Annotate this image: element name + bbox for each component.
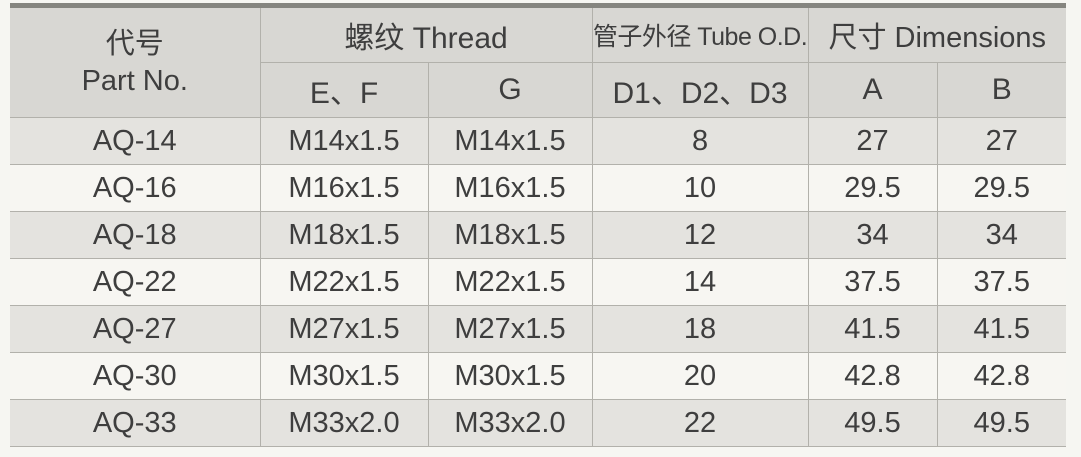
cell-thread-ef: M16x1.5 xyxy=(259,164,429,212)
cell-dim-a: 42.8 xyxy=(807,352,938,400)
cell-dim-b: 42.8 xyxy=(936,352,1067,400)
subheader-d123: D1、D2、D3 xyxy=(591,62,809,118)
cell-thread-g: M30x1.5 xyxy=(427,352,593,400)
cell-tube-od: 12 xyxy=(591,211,809,259)
header-dimensions: 尺寸 Dimensions xyxy=(807,5,1067,63)
cell-thread-ef: M22x1.5 xyxy=(259,258,429,306)
table-row: AQ-14 M14x1.5 M14x1.5 8 27 27 xyxy=(10,117,1067,165)
cell-thread-ef: M33x2.0 xyxy=(259,399,429,447)
table-row: AQ-16 M16x1.5 M16x1.5 10 29.5 29.5 xyxy=(10,164,1067,212)
cell-dim-b: 49.5 xyxy=(936,399,1067,447)
cell-thread-ef: M18x1.5 xyxy=(259,211,429,259)
cell-dim-b: 37.5 xyxy=(936,258,1067,306)
cell-thread-ef: M14x1.5 xyxy=(259,117,429,165)
spec-table-scan: 代号 Part No. 螺纹 Thread 管子外径 Tube O.D. 尺寸 … xyxy=(10,3,1067,447)
cell-thread-ef: M27x1.5 xyxy=(259,305,429,353)
subheader-ef: E、F xyxy=(260,62,429,118)
cell-thread-ef: M30x1.5 xyxy=(259,352,429,400)
subheader-g: G xyxy=(427,62,593,118)
part-spec-table: 代号 Part No. 螺纹 Thread 管子外径 Tube O.D. 尺寸 … xyxy=(10,3,1067,447)
cell-dim-a: 29.5 xyxy=(807,164,938,212)
table-header: 代号 Part No. 螺纹 Thread 管子外径 Tube O.D. 尺寸 … xyxy=(10,5,1067,118)
cell-dim-b: 34 xyxy=(936,211,1067,259)
cell-thread-g: M18x1.5 xyxy=(427,211,593,259)
cell-dim-a: 41.5 xyxy=(807,305,938,353)
cell-dim-a: 34 xyxy=(807,211,938,259)
cell-part-no: AQ-30 xyxy=(10,352,261,400)
header-part-no-en: Part No. xyxy=(81,64,188,97)
cell-dim-b: 41.5 xyxy=(936,305,1067,353)
cell-tube-od: 18 xyxy=(591,305,809,353)
cell-dim-a: 49.5 xyxy=(807,399,938,447)
cell-dim-b: 29.5 xyxy=(936,164,1067,212)
cell-dim-b: 27 xyxy=(936,117,1067,165)
table-row: AQ-22 M22x1.5 M22x1.5 14 37.5 37.5 xyxy=(10,258,1067,306)
cell-part-no: AQ-33 xyxy=(10,399,261,447)
header-tube-od: 管子外径 Tube O.D. xyxy=(591,5,809,63)
cell-tube-od: 14 xyxy=(591,258,809,306)
cell-thread-g: M27x1.5 xyxy=(427,305,593,353)
cell-part-no: AQ-14 xyxy=(10,117,261,165)
cell-thread-g: M16x1.5 xyxy=(427,164,593,212)
cell-thread-g: M22x1.5 xyxy=(427,258,593,306)
cell-tube-od: 20 xyxy=(591,352,809,400)
table-row: AQ-27 M27x1.5 M27x1.5 18 41.5 41.5 xyxy=(10,305,1067,353)
table-row: AQ-33 M33x2.0 M33x2.0 22 49.5 49.5 xyxy=(10,399,1067,447)
header-part-no: 代号 Part No. xyxy=(10,5,261,118)
header-part-no-zh: 代号 xyxy=(105,28,164,61)
cell-tube-od: 8 xyxy=(591,117,809,165)
cell-part-no: AQ-16 xyxy=(10,164,261,212)
cell-dim-a: 37.5 xyxy=(807,258,938,306)
cell-tube-od: 22 xyxy=(591,399,809,447)
cell-dim-a: 27 xyxy=(807,117,938,165)
table-row: AQ-18 M18x1.5 M18x1.5 12 34 34 xyxy=(10,211,1067,259)
cell-thread-g: M14x1.5 xyxy=(427,117,593,165)
subheader-b: B xyxy=(936,62,1067,118)
cell-part-no: AQ-27 xyxy=(10,305,261,353)
cell-part-no: AQ-22 xyxy=(10,258,261,306)
cell-part-no: AQ-18 xyxy=(10,211,261,259)
table-body: AQ-14 M14x1.5 M14x1.5 8 27 27 AQ-16 M16x… xyxy=(10,117,1067,447)
header-row-top: 代号 Part No. 螺纹 Thread 管子外径 Tube O.D. 尺寸 … xyxy=(10,5,1067,118)
subheader-a: A xyxy=(807,62,938,118)
cell-tube-od: 10 xyxy=(591,164,809,212)
table-row: AQ-30 M30x1.5 M30x1.5 20 42.8 42.8 xyxy=(10,352,1067,400)
cell-thread-g: M33x2.0 xyxy=(427,399,593,447)
header-thread: 螺纹 Thread xyxy=(259,5,593,63)
